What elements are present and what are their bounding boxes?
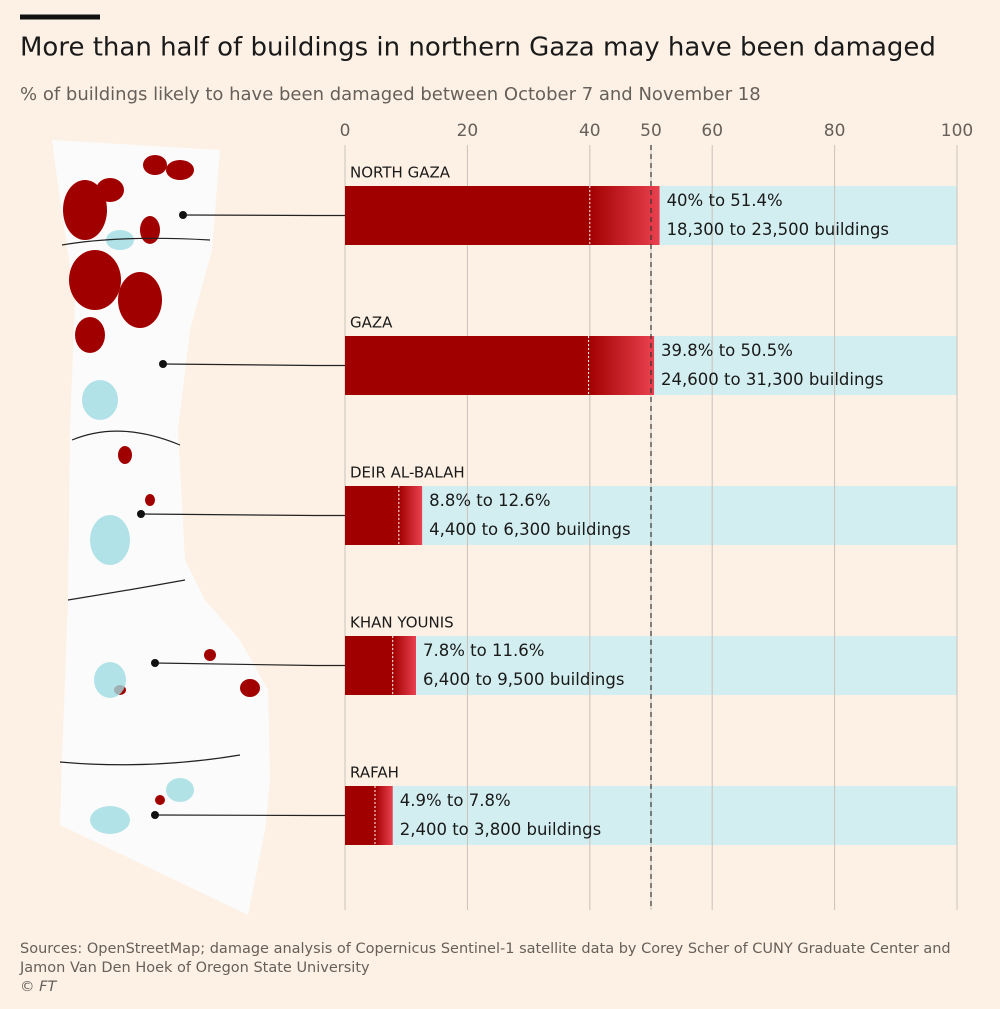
connector: [154, 814, 345, 817]
chart-subtitle: % of buildings likely to have been damag…: [20, 84, 761, 105]
map-dot: [151, 811, 159, 819]
category-label: NORTH GAZA: [350, 164, 451, 182]
count-label: 18,300 to 23,500 buildings: [667, 220, 889, 239]
bar-low: [345, 786, 375, 845]
map-dot: [179, 211, 187, 219]
category-label: RAFAH: [350, 764, 399, 782]
map: [52, 140, 270, 915]
bar-range: [589, 186, 660, 245]
bar-range: [392, 636, 416, 695]
bar-range: [398, 486, 423, 545]
footer: Sources: OpenStreetMap; damage analysis …: [20, 940, 970, 997]
range-label: 8.8% to 12.6%: [429, 491, 550, 510]
map-dot: [137, 510, 145, 518]
count-label: 4,400 to 6,300 buildings: [429, 520, 630, 539]
bar-range: [588, 336, 655, 395]
credit: © FT: [20, 979, 57, 995]
chart-title: More than half of buildings in northern …: [20, 33, 936, 63]
bar-range: [374, 786, 393, 845]
map-dot: [151, 659, 159, 667]
bar-low: [345, 186, 590, 245]
connector: [140, 513, 345, 517]
category-label: KHAN YOUNIS: [350, 614, 454, 632]
x-tick-label: 0: [340, 121, 351, 141]
x-tick-label: 60: [701, 121, 723, 141]
x-tick-label: 20: [457, 121, 479, 141]
count-label: 24,600 to 31,300 buildings: [661, 370, 883, 389]
x-tick-label: 50: [640, 121, 662, 141]
category-label: GAZA: [350, 314, 393, 332]
range-label: 7.8% to 11.6%: [423, 641, 544, 660]
bar-low: [345, 336, 589, 395]
bar-low: [345, 636, 393, 695]
category-label: DEIR AL-BALAH: [350, 464, 465, 482]
connector: [182, 214, 345, 217]
range-label: 4.9% to 7.8%: [400, 791, 511, 810]
range-label: 39.8% to 50.5%: [661, 341, 793, 360]
count-label: 2,400 to 3,800 buildings: [400, 820, 601, 839]
connector: [162, 363, 345, 367]
source: Sources: OpenStreetMap; damage analysis …: [20, 941, 951, 976]
x-tick-label: 40: [579, 121, 601, 141]
bar-low: [345, 486, 399, 545]
range-label: 40% to 51.4%: [667, 191, 783, 210]
connector: [154, 662, 345, 667]
map-dot: [159, 360, 167, 368]
x-tick-label: 80: [824, 121, 846, 141]
x-tick-label: 100: [941, 121, 973, 141]
count-label: 6,400 to 9,500 buildings: [423, 670, 624, 689]
